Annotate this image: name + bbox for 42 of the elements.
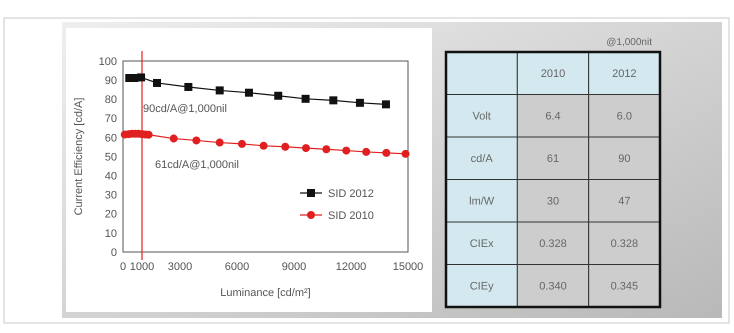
y-tick-label: 90 bbox=[104, 74, 117, 87]
x-tick-label: 1000 bbox=[130, 261, 154, 273]
x-tick-label: 0 bbox=[120, 261, 126, 273]
category-label: CIEx bbox=[470, 238, 494, 250]
text: 6.4 bbox=[545, 110, 561, 123]
category-label: lm/W bbox=[469, 196, 494, 208]
text: 47 bbox=[618, 196, 630, 208]
text: 61 bbox=[546, 153, 560, 166]
legend-label: SID 2012 bbox=[328, 188, 374, 200]
x-tick-label: 9000 bbox=[282, 261, 306, 273]
x-tick-label: 15000 bbox=[392, 261, 424, 273]
category-label: 2010 bbox=[540, 68, 566, 80]
y-tick-label: 10 bbox=[104, 228, 117, 240]
y-axis-title: Current Efficiency [cd/A] bbox=[73, 98, 85, 216]
text: 0.340 bbox=[539, 280, 567, 293]
text: @1,000nit bbox=[606, 37, 652, 48]
category-label: Volt bbox=[472, 110, 491, 123]
text: 0.345 bbox=[610, 280, 638, 293]
y-tick-label: 60 bbox=[104, 132, 117, 144]
category-label: cd/A bbox=[470, 153, 493, 166]
x-tick-label: 6000 bbox=[224, 261, 250, 273]
text: 30 bbox=[546, 196, 560, 208]
text: 6.0 bbox=[616, 110, 632, 123]
category-label: 2012 bbox=[612, 68, 637, 80]
y-tick-label: 80 bbox=[104, 94, 117, 106]
x-tick-label: 3000 bbox=[168, 261, 192, 273]
y-tick-label: 50 bbox=[104, 151, 117, 164]
text: 90 bbox=[618, 153, 630, 166]
text: 0.328 bbox=[610, 238, 638, 250]
y-tick-label: 30 bbox=[104, 190, 117, 202]
category-label: CIEy bbox=[470, 280, 494, 293]
y-tick-label: 0 bbox=[110, 246, 117, 259]
y-tick-label: 100 bbox=[98, 56, 117, 68]
annotation: 61cd/A@1,000nil bbox=[155, 159, 239, 171]
y-tick-label: 20 bbox=[104, 208, 117, 221]
legend-label: SID 2010 bbox=[328, 210, 374, 222]
annotation: 90cd/A@1,000nil bbox=[143, 103, 227, 115]
x-axis-title: Luminance [cd/m²] bbox=[220, 287, 311, 299]
x-tick-label: 12000 bbox=[336, 261, 366, 273]
y-tick-label: 70 bbox=[104, 113, 117, 126]
text: 0.328 bbox=[539, 238, 567, 250]
y-tick-label: 40 bbox=[104, 170, 117, 182]
